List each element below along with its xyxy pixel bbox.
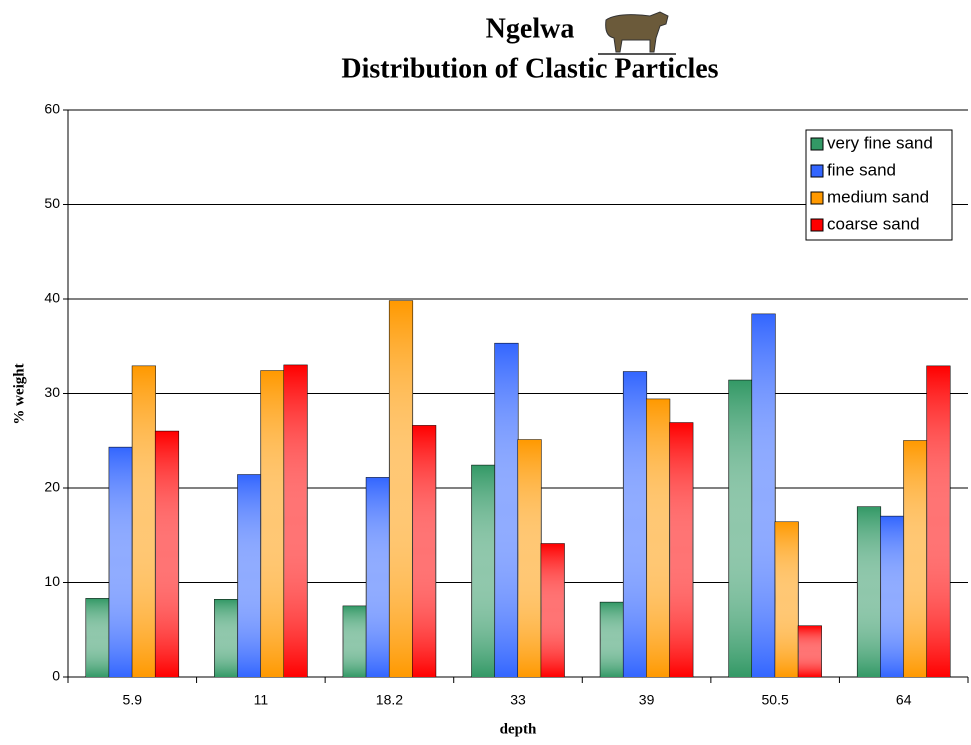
bar <box>729 380 752 677</box>
x-tick-label: 5.9 <box>123 692 143 708</box>
bar <box>904 441 927 677</box>
y-tick-label: 20 <box>44 479 60 495</box>
y-axis-title: % weight <box>11 363 27 424</box>
y-tick-label: 40 <box>44 290 60 306</box>
x-tick-label: 33 <box>510 692 526 708</box>
chart: Ngelwa Distribution of Clastic Particles… <box>0 0 971 745</box>
bar <box>86 599 109 677</box>
x-tick-label: 64 <box>896 692 912 708</box>
y-tick-label: 0 <box>52 668 60 684</box>
y-tick-label: 30 <box>44 384 60 400</box>
bar <box>647 399 670 677</box>
bar <box>109 447 132 677</box>
y-tick-label: 10 <box>44 573 60 589</box>
bar <box>881 516 904 677</box>
chart-subtitle: Distribution of Clastic Particles <box>341 53 718 84</box>
bar <box>927 366 950 677</box>
bar <box>541 544 564 677</box>
bar <box>752 314 775 677</box>
legend-swatch <box>811 192 823 204</box>
bar <box>366 478 389 677</box>
x-tick-label: 39 <box>639 692 655 708</box>
bar <box>857 507 880 677</box>
legend-label: medium sand <box>827 187 929 206</box>
bar <box>775 522 798 677</box>
x-tick-label: 11 <box>254 692 269 708</box>
legend-label: coarse sand <box>827 214 920 233</box>
bar <box>518 440 541 677</box>
bar <box>600 602 623 677</box>
bar <box>132 366 155 677</box>
bar <box>495 343 518 677</box>
bar <box>623 372 646 677</box>
bar <box>413 426 436 677</box>
legend-label: very fine sand <box>827 133 933 152</box>
legend-label: fine sand <box>827 160 896 179</box>
bar <box>284 365 307 677</box>
bar <box>261 371 284 677</box>
chart-title: Ngelwa <box>486 13 575 44</box>
legend-swatch <box>811 219 823 231</box>
bar <box>389 301 412 677</box>
legend-swatch <box>811 138 823 150</box>
y-tick-label: 60 <box>44 101 60 117</box>
x-axis-title: depth <box>500 721 537 737</box>
bar <box>343 606 366 677</box>
bar <box>670 423 693 677</box>
bar <box>155 431 178 677</box>
x-tick-label: 18.2 <box>376 692 403 708</box>
cow-icon <box>598 12 676 54</box>
x-tick-label: 50.5 <box>762 692 789 708</box>
bar <box>798 626 821 677</box>
y-tick-label: 50 <box>44 195 60 211</box>
bar <box>215 600 238 677</box>
legend-swatch <box>811 165 823 177</box>
bar <box>472 465 495 677</box>
bar <box>238 475 261 677</box>
